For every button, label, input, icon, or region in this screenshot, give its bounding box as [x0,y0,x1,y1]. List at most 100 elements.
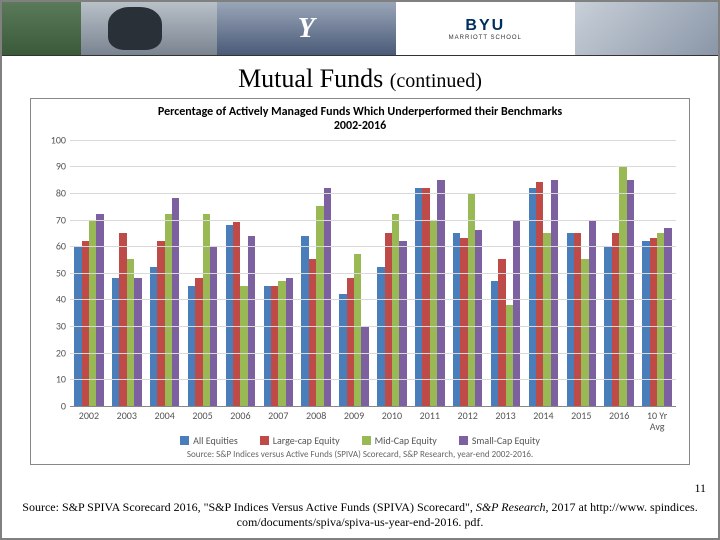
x-tick-label: 2009 [335,410,373,421]
bar [339,294,346,406]
bar [581,259,588,405]
x-tick-label: 2008 [297,410,335,421]
byu-logo-block: BYU MARRIOTT SCHOOL [396,2,575,55]
bar [506,305,513,406]
x-tick-label: 2003 [108,410,146,421]
legend-swatch [260,436,269,445]
bar [642,241,649,406]
bar [498,259,505,405]
gridline [70,220,676,221]
x-tick-label: 2006 [222,410,260,421]
bar [361,326,368,406]
footer-citation: Source: S&P SPIVA Scorecard 2016, "S&P I… [16,500,704,530]
banner-photo-flag: Y [217,2,396,55]
bar [399,241,406,406]
gridline [70,353,676,354]
bar [203,214,210,406]
bar [316,206,323,406]
chart-plot-area: 0102030405060708090100 20022003200420052… [40,140,680,430]
banner-photo-1 [2,2,81,55]
citation-pre: Source: S&P SPIVA Scorecard 2016, "S&P I… [22,500,476,514]
plot [70,140,676,406]
title-continued: (continued) [390,70,482,92]
header-banner: Y BYU MARRIOTT SCHOOL [2,2,718,56]
legend-item: All Equities [180,434,238,447]
bar [430,220,437,406]
x-tick-label: 2010 [373,410,411,421]
y-tick-label: 40 [56,293,66,306]
bar [392,214,399,406]
y-tick-label: 20 [56,346,66,359]
chart-title-line1: Percentage of Actively Managed Funds Whi… [158,105,562,119]
bar [627,180,634,406]
legend-swatch [362,436,371,445]
bar [513,220,520,406]
gridline [70,140,676,141]
bar [536,182,543,405]
y-tick-label: 60 [56,240,66,253]
bar [134,278,141,406]
bar [248,236,255,406]
y-axis: 0102030405060708090100 [40,140,70,406]
bar [309,259,316,405]
bar [96,214,103,406]
byu-logo-text: BYU [465,17,505,35]
y-tick-label: 70 [56,213,66,226]
bar [354,254,361,406]
bar [127,259,134,405]
byu-subtitle: MARRIOTT SCHOOL [449,35,522,41]
x-tick-label: 2013 [487,410,525,421]
y-tick-label: 90 [56,160,66,173]
chart-source-note: Source: S&P Indices versus Active Funds … [31,449,689,464]
gridline [70,246,676,247]
bar [437,180,444,406]
legend-item: Mid-Cap Equity [362,434,437,447]
bar [165,214,172,406]
gridline [70,326,676,327]
legend-item: Large-cap Equity [260,434,340,447]
chart-title-line2: 2002-2016 [334,119,386,133]
legend-label: Mid-Cap Equity [375,434,437,447]
gridline [70,193,676,194]
bar [301,236,308,406]
bar [619,166,626,405]
bar [112,278,119,406]
bar [150,267,157,405]
chart-title: Percentage of Actively Managed Funds Whi… [31,99,689,136]
legend-swatch [180,436,189,445]
banner-photo-building [575,2,718,55]
x-tick-label: 2002 [70,410,108,421]
x-tick-label: 2012 [449,410,487,421]
banner-photo-statue [81,2,217,55]
bar [264,286,271,406]
y-tick-label: 30 [56,319,66,332]
bar [172,198,179,405]
chart-legend: All Equities Large-cap Equity Mid-Cap Equi… [31,430,689,449]
title-main: Mutual Funds [238,64,383,93]
gridline [70,273,676,274]
y-tick-label: 0 [61,399,66,412]
citation-italic: S&P Research [476,500,546,514]
chart-container: Percentage of Actively Managed Funds Whi… [30,98,690,465]
x-tick-label: 10 YrAvg [638,410,676,432]
bar [460,238,467,406]
gridline [70,166,676,167]
x-tick-label: 2016 [600,410,638,421]
page-number: 11 [694,481,706,496]
gridline [70,379,676,380]
legend-label: All Equities [193,434,238,447]
y-tick-label: 10 [56,373,66,386]
bar [650,238,657,406]
bar [195,278,202,406]
bar [240,286,247,406]
bar [271,286,278,406]
bar [589,220,596,406]
y-tick-label: 50 [56,266,66,279]
x-tick-label: 2005 [184,410,222,421]
bar [347,278,354,406]
x-tick-label: 2007 [259,410,297,421]
gridline [70,299,676,300]
x-tick-label: 2011 [411,410,449,421]
bar [157,241,164,406]
legend-swatch [459,436,468,445]
